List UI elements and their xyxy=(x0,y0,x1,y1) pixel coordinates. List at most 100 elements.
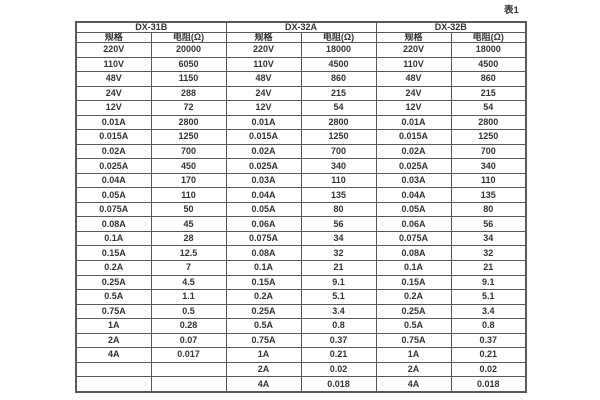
spec-cell xyxy=(75,361,152,378)
table-caption: 表1 xyxy=(504,5,519,16)
resistance-cell: 0.018 xyxy=(300,376,377,393)
spec-cell: 2A xyxy=(225,361,302,378)
column-header-spec-dx31b: 规格 xyxy=(75,32,152,43)
resistance-cell: 12.5 xyxy=(150,245,227,261)
spec-cell: 12V xyxy=(75,100,152,116)
resistance-cell: 0.017 xyxy=(150,347,227,363)
resistance-cell: 21 xyxy=(450,259,527,276)
table-row: 0.01A 2800 0.01A 2800 0.01A 2800 xyxy=(75,114,527,131)
spec-cell: 0.015A xyxy=(225,129,302,145)
resistance-cell: 170 xyxy=(150,172,227,189)
spec-cell: 0.01A xyxy=(225,114,302,131)
resistance-cell: 1150 xyxy=(150,71,227,87)
spec-cell: 2A xyxy=(75,332,152,349)
resistance-cell: 4500 xyxy=(450,56,527,73)
table-row: 0.05A 110 0.04A 135 0.04A 135 xyxy=(75,187,527,203)
spec-cell: 0.2A xyxy=(225,289,302,305)
resistance-cell: 0.02 xyxy=(450,361,527,378)
resistance-cell: 700 xyxy=(450,143,527,160)
resistance-cell: 3.4 xyxy=(450,303,527,320)
resistance-spec-table: DX-31B DX-32A DX-32B 规格 电阻(Ω) 规格 电阻(Ω) 规… xyxy=(75,21,528,393)
spec-cell: 220V xyxy=(75,42,152,58)
resistance-cell: 0.21 xyxy=(450,347,527,363)
spec-cell: 0.03A xyxy=(375,172,452,189)
resistance-cell: 32 xyxy=(300,245,377,261)
spec-cell: 0.15A xyxy=(75,245,152,261)
table-row: 0.015A 1250 0.015A 1250 0.015A 1250 xyxy=(75,129,527,145)
column-header-resistance-dx31b: 电阻(Ω) xyxy=(150,32,227,43)
column-header-row: 规格 电阻(Ω) 规格 电阻(Ω) 规格 电阻(Ω) xyxy=(75,32,527,43)
column-header-resistance-dx32b: 电阻(Ω) xyxy=(450,32,527,43)
resistance-cell: 1250 xyxy=(150,129,227,145)
resistance-cell: 4500 xyxy=(300,56,377,73)
spec-cell: 48V xyxy=(375,71,452,87)
spec-cell: 24V xyxy=(375,85,452,102)
table-row: 220V 20000 220V 18000 220V 18000 xyxy=(75,42,527,58)
table-row: 0.5A 1.1 0.2A 5.1 0.2A 5.1 xyxy=(75,289,527,305)
table-row: 0.02A 700 0.02A 700 0.02A 700 xyxy=(75,143,527,160)
table-row: 0.08A 45 0.06A 56 0.06A 56 xyxy=(75,216,527,232)
spec-cell: 0.025A xyxy=(375,158,452,174)
resistance-cell: 135 xyxy=(300,187,377,203)
group-header-dx31b: DX-31B xyxy=(75,21,227,33)
spec-cell: 0.015A xyxy=(375,129,452,145)
spec-cell: 0.025A xyxy=(225,158,302,174)
resistance-cell: 110 xyxy=(150,187,227,203)
spec-cell: 48V xyxy=(75,71,152,87)
spec-cell: 0.05A xyxy=(375,201,452,218)
spec-cell: 0.08A xyxy=(225,245,302,261)
resistance-cell: 6050 xyxy=(150,56,227,73)
spec-cell xyxy=(75,376,152,393)
table-row: 0.75A 0.5 0.25A 3.4 0.25A 3.4 xyxy=(75,303,527,320)
spec-cell: 0.075A xyxy=(375,230,452,247)
resistance-cell: 215 xyxy=(450,85,527,102)
spec-cell: 0.75A xyxy=(375,332,452,349)
spec-cell: 0.2A xyxy=(375,289,452,305)
resistance-cell: 215 xyxy=(300,85,377,102)
spec-cell: 0.08A xyxy=(75,216,152,232)
resistance-cell: 110 xyxy=(300,172,377,189)
spec-cell: 0.015A xyxy=(75,129,152,145)
spec-cell: 0.01A xyxy=(75,114,152,131)
spec-cell: 110V xyxy=(75,56,152,73)
group-header-row: DX-31B DX-32A DX-32B xyxy=(75,21,527,33)
spec-cell: 24V xyxy=(75,85,152,102)
resistance-cell: 54 xyxy=(450,100,527,116)
resistance-cell: 21 xyxy=(300,259,377,276)
resistance-cell: 4.5 xyxy=(150,274,227,291)
resistance-cell: 860 xyxy=(450,71,527,87)
spec-cell: 220V xyxy=(225,42,302,58)
resistance-cell: 450 xyxy=(150,158,227,174)
spec-cell: 4A xyxy=(225,376,302,393)
resistance-cell: 110 xyxy=(450,172,527,189)
group-header-dx32a: DX-32A xyxy=(225,21,377,33)
spec-cell: 0.075A xyxy=(225,230,302,247)
spec-cell: 0.25A xyxy=(375,303,452,320)
resistance-cell: 135 xyxy=(450,187,527,203)
spec-cell: 24V xyxy=(225,85,302,102)
spec-cell: 0.04A xyxy=(75,172,152,189)
resistance-cell: 0.37 xyxy=(300,332,377,349)
table-row: 0.2A 7 0.1A 21 0.1A 21 xyxy=(75,259,527,276)
spec-cell: 0.1A xyxy=(75,230,152,247)
resistance-cell: 34 xyxy=(450,230,527,247)
group-header-dx32b: DX-32B xyxy=(375,21,527,33)
table-row: 0.025A 450 0.025A 340 0.025A 340 xyxy=(75,158,527,174)
table-row: 1A 0.28 0.5A 0.8 0.5A 0.8 xyxy=(75,318,527,334)
resistance-cell: 7 xyxy=(150,259,227,276)
spec-cell: 0.04A xyxy=(225,187,302,203)
column-header-resistance-dx32a: 电阻(Ω) xyxy=(300,32,377,43)
resistance-cell: 56 xyxy=(300,216,377,232)
resistance-cell: 56 xyxy=(450,216,527,232)
resistance-cell: 2800 xyxy=(450,114,527,131)
table-row: 0.15A 12.5 0.08A 32 0.08A 32 xyxy=(75,245,527,261)
table-row: 12V 72 12V 54 12V 54 xyxy=(75,100,527,116)
table-row: 2A 0.07 0.75A 0.37 0.75A 0.37 xyxy=(75,332,527,349)
spec-cell: 110V xyxy=(225,56,302,73)
resistance-cell: 18000 xyxy=(300,42,377,58)
spec-cell: 0.25A xyxy=(225,303,302,320)
spec-cell: 0.05A xyxy=(75,187,152,203)
spec-cell: 0.15A xyxy=(375,274,452,291)
resistance-cell: 2800 xyxy=(150,114,227,131)
spec-cell: 12V xyxy=(225,100,302,116)
